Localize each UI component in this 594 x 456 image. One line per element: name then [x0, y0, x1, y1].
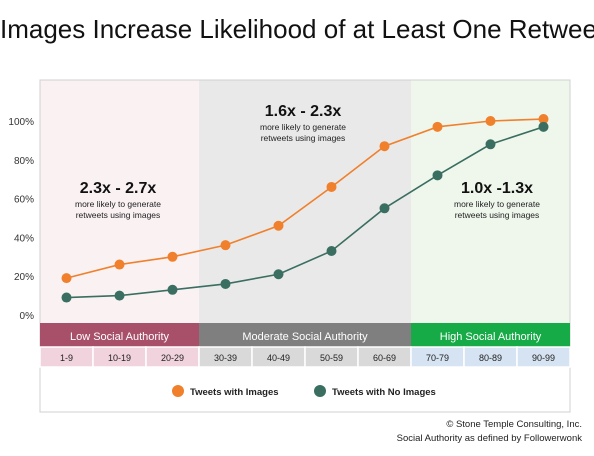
- x-tick-label: 90-99: [532, 353, 555, 363]
- data-point: [220, 240, 231, 251]
- data-point: [167, 251, 178, 262]
- y-tick-label: 0%: [20, 311, 35, 322]
- band-header-label: Moderate Social Authority: [242, 331, 368, 343]
- band-header-2: [411, 323, 570, 347]
- series-lines: [61, 114, 549, 303]
- x-tick-label: 80-89: [479, 353, 502, 363]
- x-tick-label: 50-59: [320, 353, 343, 363]
- series-line-0: [66, 118, 544, 279]
- data-point: [432, 170, 443, 181]
- data-point: [220, 278, 231, 289]
- x-tick-label: 30-39: [214, 353, 237, 363]
- band-header-1: [199, 323, 411, 347]
- data-point: [61, 292, 72, 303]
- authority-band-headers: Low Social Authority Moderate Social Auth…: [40, 323, 570, 347]
- y-tick-label: 80%: [14, 156, 34, 167]
- data-point: [114, 259, 125, 270]
- legend-label: Tweets with No Images: [332, 387, 436, 398]
- x-tick-label: 70-79: [426, 353, 449, 363]
- copyright-text: © Stone Temple Consulting, Inc.: [446, 419, 582, 430]
- x-tick-label: 1-9: [60, 353, 73, 363]
- data-point: [379, 203, 390, 214]
- data-point: [273, 220, 284, 231]
- annotation-headline: 1.0x -1.3x: [461, 180, 533, 197]
- data-point: [273, 269, 284, 280]
- x-tick-label: 40-49: [267, 353, 290, 363]
- x-tick-cell: [516, 346, 571, 368]
- y-tick-label: 20%: [14, 272, 34, 283]
- chart-title: Images Increase Likelihood of at Least O…: [0, 14, 594, 44]
- data-point: [326, 181, 337, 192]
- y-tick-label: 60%: [14, 195, 34, 206]
- data-point: [432, 121, 443, 132]
- annotation-text: more likely to generate: [75, 199, 161, 209]
- series-line-1: [66, 126, 544, 299]
- data-point: [485, 116, 496, 126]
- annotation-text: retweets using images: [455, 210, 540, 220]
- x-tick-label: 20-29: [161, 353, 184, 363]
- data-point: [326, 245, 337, 256]
- x-tick-label: 10-19: [108, 353, 131, 363]
- x-axis: 1-9 10-19 20-29 30-39 40-49 50-59 60-69 70-79 80…: [39, 346, 571, 368]
- data-point: [538, 114, 549, 125]
- x-tick-label: 60-69: [373, 353, 396, 363]
- data-point: [61, 273, 72, 284]
- annotation-headline: 1.6x - 2.3x: [265, 103, 342, 120]
- annotation-text: more likely to generate: [454, 199, 540, 209]
- annotation-text: retweets using images: [261, 133, 346, 143]
- legend-marker: [314, 385, 326, 397]
- annotation-text: more likely to generate: [260, 122, 346, 132]
- y-tick-label: 100%: [8, 117, 34, 128]
- data-point: [167, 284, 178, 295]
- chart-frame: [39, 79, 571, 413]
- band-header-0: [40, 323, 199, 347]
- y-axis: 0% 20% 40% 60% 80% 100%: [8, 117, 34, 322]
- y-tick-label: 40%: [14, 233, 34, 244]
- source-note: Social Authority as defined by Followerw…: [396, 433, 582, 444]
- band-header-label: High Social Authority: [440, 331, 542, 343]
- legend-marker: [172, 385, 184, 397]
- annotation-headline: 2.3x - 2.7x: [80, 180, 157, 197]
- legend: Tweets with Images Tweets with No Images: [172, 385, 436, 398]
- data-point: [379, 141, 390, 152]
- annotation-text: retweets using images: [76, 210, 161, 220]
- legend-label: Tweets with Images: [190, 387, 279, 398]
- data-point: [538, 121, 549, 132]
- band-header-label: Low Social Authority: [70, 331, 170, 343]
- data-point: [485, 139, 496, 150]
- data-point: [114, 290, 125, 301]
